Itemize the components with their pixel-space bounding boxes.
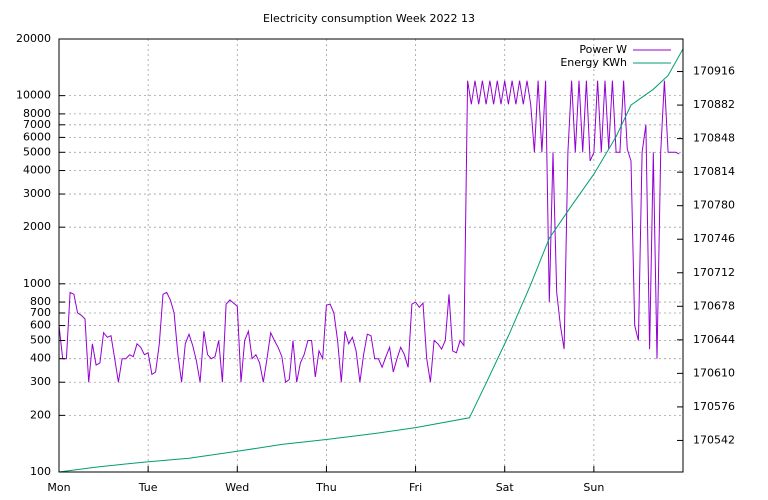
- chart-title: Electricity consumption Week 2022 13: [263, 12, 475, 25]
- y-tick-label: 1000: [23, 277, 51, 290]
- y-tick-label: 10000: [16, 89, 51, 102]
- y-tick-label: 20000: [16, 32, 51, 45]
- x-tick-label: Sat: [496, 481, 515, 494]
- y-tick-label: 5000: [23, 145, 51, 158]
- y2-tick-label: 170746: [693, 232, 735, 245]
- y-tick-label: 200: [30, 408, 51, 421]
- x-tick-label: Mon: [47, 481, 70, 494]
- series-line: [58, 80, 680, 384]
- y-tick-label: 500: [30, 333, 51, 346]
- y2-tick-label: 170576: [693, 400, 735, 413]
- y2-tick-label: 170712: [693, 266, 735, 279]
- y-tick-label: 6000: [23, 130, 51, 143]
- y2-tick-label: 170610: [693, 366, 735, 379]
- y-tick-label: 700: [30, 306, 51, 319]
- plot-frame: [58, 38, 684, 473]
- y2-tick-label: 170848: [693, 132, 735, 145]
- y-tick-label: 3000: [23, 187, 51, 200]
- y2-tick-label: 170542: [693, 433, 735, 446]
- y-tick-label: 300: [30, 375, 51, 388]
- grid: [58, 38, 683, 473]
- y-tick-label: 800: [30, 295, 51, 308]
- legend-label: Power W: [579, 43, 627, 56]
- y-tick-label: 2000: [23, 220, 51, 233]
- y-tick-label: 400: [30, 352, 51, 365]
- y2-tick-label: 170780: [693, 199, 735, 212]
- y2-tick-label: 170882: [693, 98, 735, 111]
- legend-label: Energy KWh: [560, 56, 627, 69]
- y-tick-label: 600: [30, 319, 51, 332]
- x-tick-label: Wed: [225, 481, 249, 494]
- plot-data: [58, 48, 684, 473]
- y-tick-label: 7000: [23, 118, 51, 131]
- y2-tick-label: 170644: [693, 333, 735, 346]
- y-tick-label: 4000: [23, 164, 51, 177]
- x-tick-label: Sun: [583, 481, 604, 494]
- x-tick-label: Thu: [315, 481, 337, 494]
- y2-tick-label: 170678: [693, 299, 735, 312]
- y-tick-label: 100: [30, 465, 51, 478]
- x-tick-label: Fri: [409, 481, 422, 494]
- y-tick-label: 8000: [23, 107, 51, 120]
- x-tick-label: Tue: [138, 481, 158, 494]
- series-line: [58, 48, 684, 473]
- y2-tick-label: 170814: [693, 165, 735, 178]
- y2-tick-label: 170916: [693, 65, 735, 78]
